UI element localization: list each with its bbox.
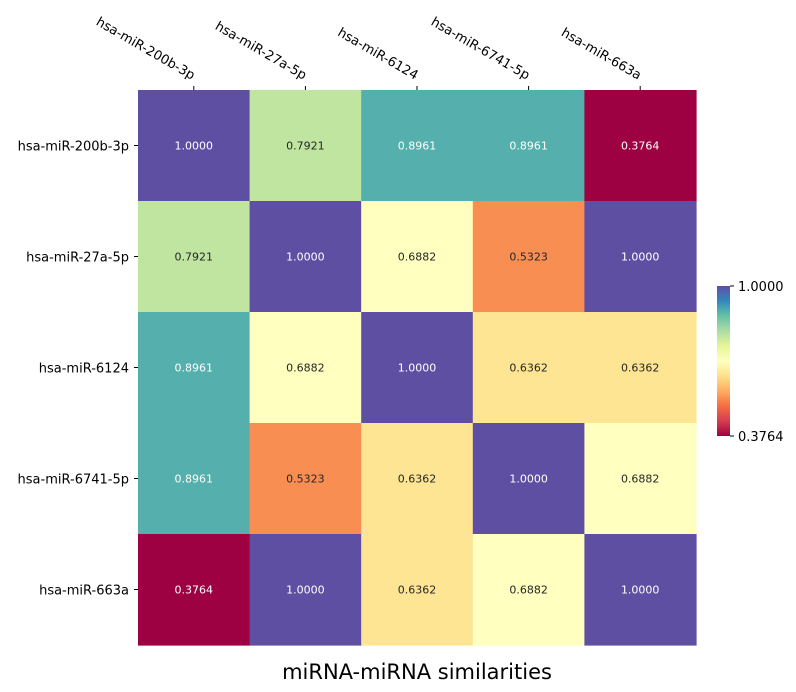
heatmap-cell	[138, 312, 251, 424]
x-tick-label: hsa-miR-6741-5p	[428, 15, 532, 84]
heatmap-cell	[249, 201, 362, 313]
heatmap-cell	[472, 201, 585, 313]
cell-value-label: 0.6362	[509, 362, 548, 375]
cell-value-label: 1.0000	[286, 584, 325, 597]
y-tick-label: hsa-miR-6124	[39, 362, 129, 377]
cell-value-label: 1.0000	[175, 140, 214, 153]
heatmap-cell	[361, 423, 474, 535]
x-tick-label: hsa-miR-27a-5p	[212, 19, 309, 83]
colorbar: 1.0000 0.3764	[717, 280, 784, 445]
x-tick-label: hsa-miR-200b-3p	[93, 15, 197, 84]
x-tick-label: hsa-miR-6124	[335, 25, 421, 83]
heatmap-cell	[584, 312, 697, 424]
heatmap-cell	[138, 423, 251, 535]
cell-value-label: 1.0000	[509, 473, 548, 486]
y-tick-label: hsa-miR-663a	[39, 584, 129, 599]
cell-value-label: 0.8961	[175, 362, 214, 375]
heatmap-cell	[361, 312, 474, 424]
heatmap-cell	[472, 423, 585, 535]
colorbar-ticks: 1.0000 0.3764	[730, 280, 784, 445]
cell-value-label: 1.0000	[398, 362, 437, 375]
heatmap-cell	[138, 90, 251, 202]
colorbar-tick-label: 0.3764	[738, 430, 784, 445]
cell-value-label: 0.7921	[175, 251, 214, 264]
colorbar-gradient	[717, 286, 730, 436]
cell-value-label: 0.8961	[509, 140, 548, 153]
heatmap-cell	[249, 423, 362, 535]
x-axis-top: hsa-miR-200b-3p hsa-miR-27a-5p hsa-miR-612…	[93, 15, 644, 90]
y-tick-label: hsa-miR-6741-5p	[18, 473, 129, 488]
cell-value-label: 0.3764	[621, 140, 660, 153]
heatmap-cell	[584, 423, 697, 535]
cell-value-label: 0.6882	[286, 362, 325, 375]
heatmap-cell	[249, 90, 362, 202]
cell-value-label: 0.8961	[398, 140, 437, 153]
heatmap-cell	[138, 201, 251, 313]
heatmap-cell	[249, 312, 362, 424]
colorbar-tick-label: 1.0000	[738, 280, 784, 295]
y-tick-label: hsa-miR-200b-3p	[18, 140, 129, 155]
cell-value-label: 0.6882	[398, 251, 437, 264]
heatmap-cells: 1.0000 0.7921 0.8961 0.8961 0.3764 0.7921 1.00…	[138, 90, 697, 646]
heatmap-cell	[584, 534, 697, 646]
x-tick-label: hsa-miR-663a	[558, 26, 643, 84]
heatmap-cell	[249, 534, 362, 646]
heatmap-cell	[472, 312, 585, 424]
heatmap-cell	[584, 90, 697, 202]
chart-title: miRNA-miRNA similarities	[282, 660, 552, 684]
y-tick-label: hsa-miR-27a-5p	[26, 251, 129, 266]
heatmap-cell	[361, 201, 474, 313]
cell-value-label: 0.6882	[509, 584, 548, 597]
heatmap-cell	[361, 90, 474, 202]
cell-value-label: 0.3764	[175, 584, 214, 597]
cell-value-label: 0.6882	[621, 473, 660, 486]
cell-value-label: 1.0000	[286, 251, 325, 264]
heatmap-cell	[584, 201, 697, 313]
cell-value-label: 1.0000	[621, 584, 660, 597]
heatmap-cell	[472, 90, 585, 202]
heatmap-cell	[472, 534, 585, 646]
cell-value-label: 0.8961	[175, 473, 214, 486]
heatmap-cell	[361, 534, 474, 646]
cell-value-label: 0.6362	[621, 362, 660, 375]
cell-value-label: 0.5323	[509, 251, 548, 264]
y-axis: hsa-miR-200b-3p hsa-miR-27a-5p hsa-miR-612…	[18, 140, 138, 599]
cell-value-label: 0.6362	[398, 584, 437, 597]
cell-value-label: 1.0000	[621, 251, 660, 264]
cell-value-label: 0.6362	[398, 473, 437, 486]
cell-value-label: 0.7921	[286, 140, 325, 153]
cell-value-label: 0.5323	[286, 473, 325, 486]
heatmap-cell	[138, 534, 251, 646]
